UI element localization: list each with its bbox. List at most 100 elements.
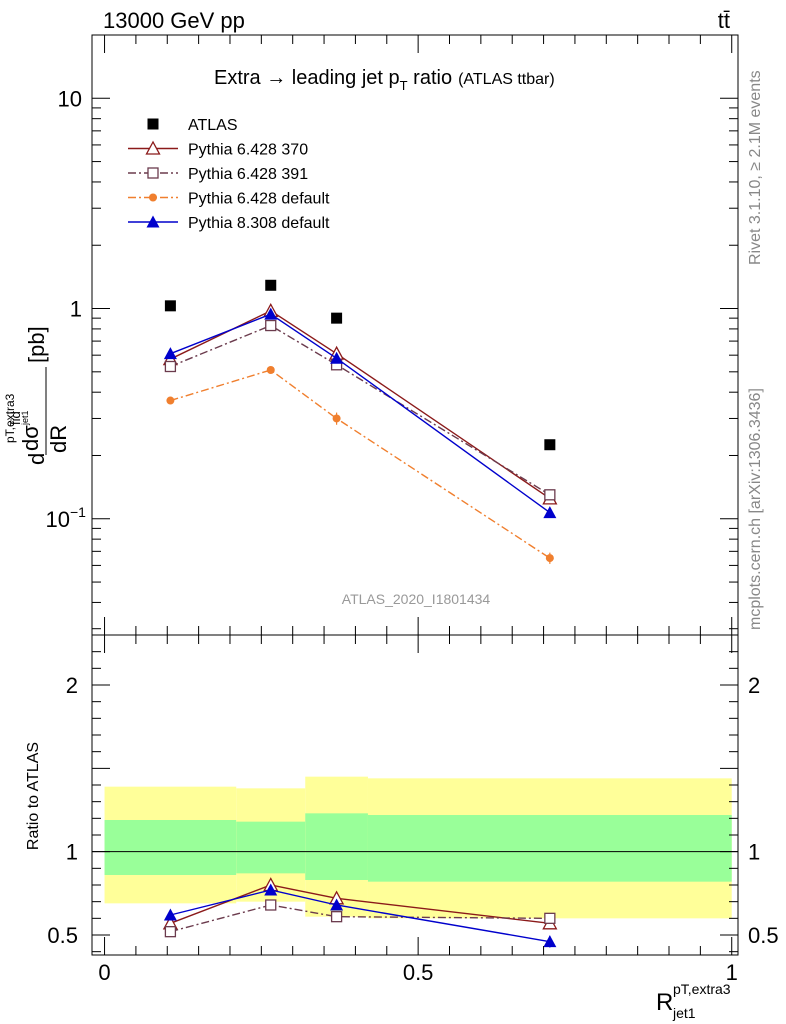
rivet-version-label: Rivet 3.1.10, ≥ 2.1M events (747, 70, 764, 265)
legend-label: Pythia 6.428 391 (188, 166, 308, 183)
legend-entry: Pythia 8.308 default (128, 215, 330, 232)
x-label-sup: pT,extra3 (673, 981, 731, 997)
legend-entry: Pythia 6.428 370 (128, 140, 308, 159)
ratio-y-tick-labels: 0.5 0.5 1 1 2 2 (47, 673, 778, 948)
y-label-d: d (24, 453, 49, 465)
series-line-pythia-8-308-default (170, 313, 551, 514)
y-tick-label: 10 (58, 86, 82, 111)
ratio-series-layer (162, 877, 558, 948)
legend: ATLAS Pythia 6.428 370 Pythia 6.428 391 Pyt… (128, 117, 330, 232)
data-point (166, 396, 175, 405)
ratio-frame (91, 634, 739, 956)
x-tick-labels: 0 0.5 1 (98, 960, 737, 985)
ratio-axis-ticks (92, 634, 738, 955)
ratio-point (164, 926, 177, 938)
data-point (544, 439, 556, 451)
ratio-point (544, 912, 556, 924)
series-line-pythia-6-428-391 (170, 324, 551, 496)
x-axis-label: R pT,extra3 jet1 (656, 981, 731, 1021)
main-axis-ticks (92, 34, 738, 635)
legend-marker (147, 167, 159, 179)
data-point (264, 307, 278, 320)
ratio-line-pythia-8-308-default (170, 889, 550, 943)
ratio-line-pythia-6-428-391 (170, 904, 550, 933)
ratio-series-pythia-6-428-391 (164, 899, 556, 938)
legend-marker (145, 140, 161, 155)
data-point (265, 279, 277, 291)
y-label-num-sub: jet1 (20, 410, 30, 426)
ratio-y-tick-label-left: 2 (66, 673, 78, 698)
ratio-point (163, 908, 177, 921)
data-point (164, 300, 176, 312)
legend-marker (146, 215, 160, 228)
y-tick-label: 1 (70, 297, 82, 322)
y-label-num-sup: pT,extra3 (3, 393, 17, 443)
ratio-y-tick-label-right: 0.5 (748, 923, 779, 948)
ratio-point (330, 898, 344, 911)
uncertainty-band-inner (367, 815, 732, 882)
legend-label: ATLAS (188, 117, 238, 134)
ratio-y-tick-label-left: 1 (66, 840, 78, 865)
ratio-point (543, 935, 557, 948)
series-line-pythia-6-428-default (170, 369, 551, 559)
header-process-label: tt̄ (718, 8, 730, 33)
x-tick-label: 1 (726, 960, 738, 985)
legend-entry: Pythia 6.428 default (128, 191, 330, 208)
ratio-y-tick-label-right: 1 (748, 840, 760, 865)
uncertainty-band-inner (236, 821, 306, 874)
header-energy-label: 13000 GeV pp (103, 8, 245, 33)
data-point (163, 347, 177, 360)
mcplots-label: mcplots.cern.ch [arXiv:1306.3436] (747, 388, 764, 630)
legend-label: Pythia 6.428 default (188, 191, 330, 208)
ratio-series-pythia-8-308-default (163, 883, 557, 948)
analysis-label: ATLAS_2020_I1801434 (342, 591, 491, 607)
x-label-sub: jet1 (672, 1005, 696, 1021)
y-axis-label: d dσ fid pT,extra3 jet1 dR [pb] (3, 326, 71, 465)
y-label-units: [pb] (24, 326, 49, 363)
x-tick-label: 0.5 (403, 960, 434, 985)
y-tick-label-exponent: −1 (70, 504, 86, 520)
data-point (266, 366, 275, 375)
data-point (543, 506, 557, 519)
legend-entry: ATLAS (147, 117, 238, 134)
y-tick-label: 10 (46, 507, 70, 532)
series-atlas (164, 279, 556, 451)
ratio-y-axis-label: Ratio to ATLAS (25, 742, 42, 850)
legend-label: Pythia 8.308 default (188, 215, 330, 232)
legend-marker (149, 193, 157, 202)
series-pythia-8-308-default (163, 307, 557, 519)
chart-title: Extra → leading jet pT ratio (ATLAS ttbar… (214, 67, 555, 93)
series-pythia-6-428-391 (164, 319, 556, 501)
ratio-y-tick-label-left: 0.5 (47, 923, 78, 948)
series-pythia-6-428-default (166, 366, 554, 564)
ratio-y-tick-label-right: 2 (748, 673, 760, 698)
data-point (545, 554, 554, 563)
data-point (164, 360, 177, 373)
x-tick-label: 0 (98, 960, 110, 985)
legend-marker (147, 118, 159, 130)
main-series-layer (162, 279, 558, 564)
legend-label: Pythia 6.428 370 (188, 142, 308, 159)
ratio-line-pythia-6-428-370 (170, 884, 550, 925)
data-point (331, 312, 343, 324)
uncertainty-band-inner (305, 813, 368, 880)
ratio-point (265, 899, 277, 911)
data-point (265, 319, 277, 332)
y-label-sigma: dσ (18, 425, 43, 451)
y-label-fid: fid (8, 411, 23, 425)
x-label-main: R (656, 989, 673, 1016)
data-point (332, 414, 341, 423)
ratio-uncertainty-bands (104, 776, 732, 919)
series-line-pythia-6-428-370 (170, 310, 551, 499)
y-label-denominator: dR (46, 425, 71, 453)
ratio-point (330, 911, 343, 923)
data-point (330, 351, 344, 364)
uncertainty-band-inner (104, 820, 237, 875)
data-point (544, 489, 556, 501)
legend-entry: Pythia 6.428 391 (128, 166, 308, 183)
ratio-panel: 0.5 0.51 12 2 0 0.5 1 (47, 634, 779, 985)
ratio-point (264, 883, 278, 896)
